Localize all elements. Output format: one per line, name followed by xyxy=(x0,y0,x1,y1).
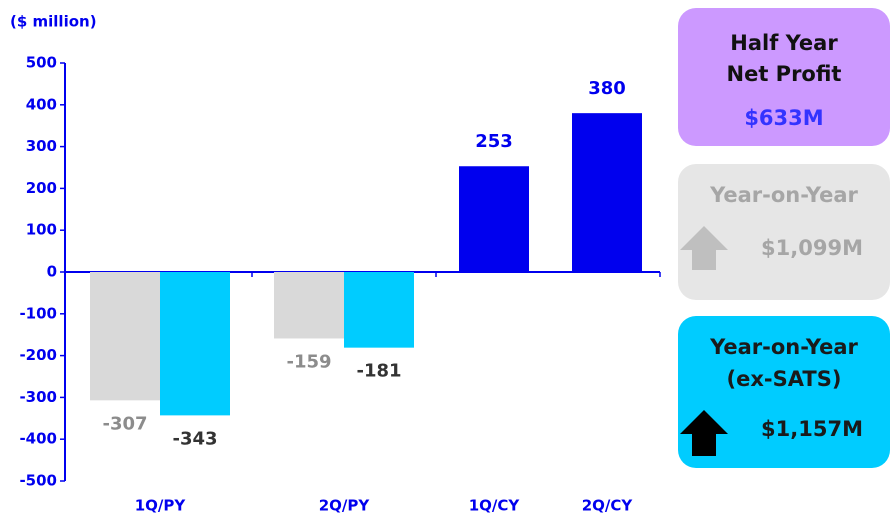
bar xyxy=(344,272,414,348)
y-axis-label: ($ million) xyxy=(10,13,97,31)
y-tick-label: -500 xyxy=(19,472,57,490)
bar xyxy=(459,166,529,272)
up-arrow xyxy=(680,410,728,456)
panel-value: $633M xyxy=(744,106,823,130)
panel-title: Net Profit xyxy=(727,62,842,86)
y-tick-label: 100 xyxy=(26,221,57,239)
panel-title: (ex-SATS) xyxy=(727,367,842,391)
y-tick-label: 300 xyxy=(26,137,57,155)
panel-title: Year-on-Year xyxy=(709,183,858,207)
data-label: -159 xyxy=(286,351,331,372)
panel-yoy xyxy=(678,164,890,300)
x-tick-label: 2Q/PY xyxy=(319,497,371,515)
y-tick-label: -400 xyxy=(19,430,57,448)
panel-title: Year-on-Year xyxy=(709,335,858,359)
y-tick-label: 500 xyxy=(26,54,57,72)
bar xyxy=(572,113,642,272)
panel-value: $1,157M xyxy=(761,417,863,441)
y-tick-label: 0 xyxy=(47,263,57,281)
bar xyxy=(160,272,230,416)
y-tick-label: 200 xyxy=(26,179,57,197)
y-tick-label: -100 xyxy=(19,304,57,322)
panel-yoy-ex-sats xyxy=(678,316,890,468)
y-tick-label: 400 xyxy=(26,95,57,113)
x-tick-label: 2Q/CY xyxy=(582,497,634,515)
panel-net-profit xyxy=(678,8,890,146)
x-tick-label: 1Q/CY xyxy=(469,497,521,515)
bar xyxy=(274,272,344,339)
y-tick-label: -300 xyxy=(19,388,57,406)
panel-title: Half Year xyxy=(730,31,838,55)
bar xyxy=(90,272,160,401)
data-label: 253 xyxy=(475,131,513,152)
x-tick-label: 1Q/PY xyxy=(135,497,187,515)
panel-value: $1,099M xyxy=(761,236,863,260)
y-tick-label: -200 xyxy=(19,346,57,364)
data-label: 380 xyxy=(588,78,626,99)
data-label: -307 xyxy=(102,413,147,434)
data-label: -181 xyxy=(356,361,401,382)
up-arrow xyxy=(680,226,728,270)
data-label: -343 xyxy=(172,428,217,449)
